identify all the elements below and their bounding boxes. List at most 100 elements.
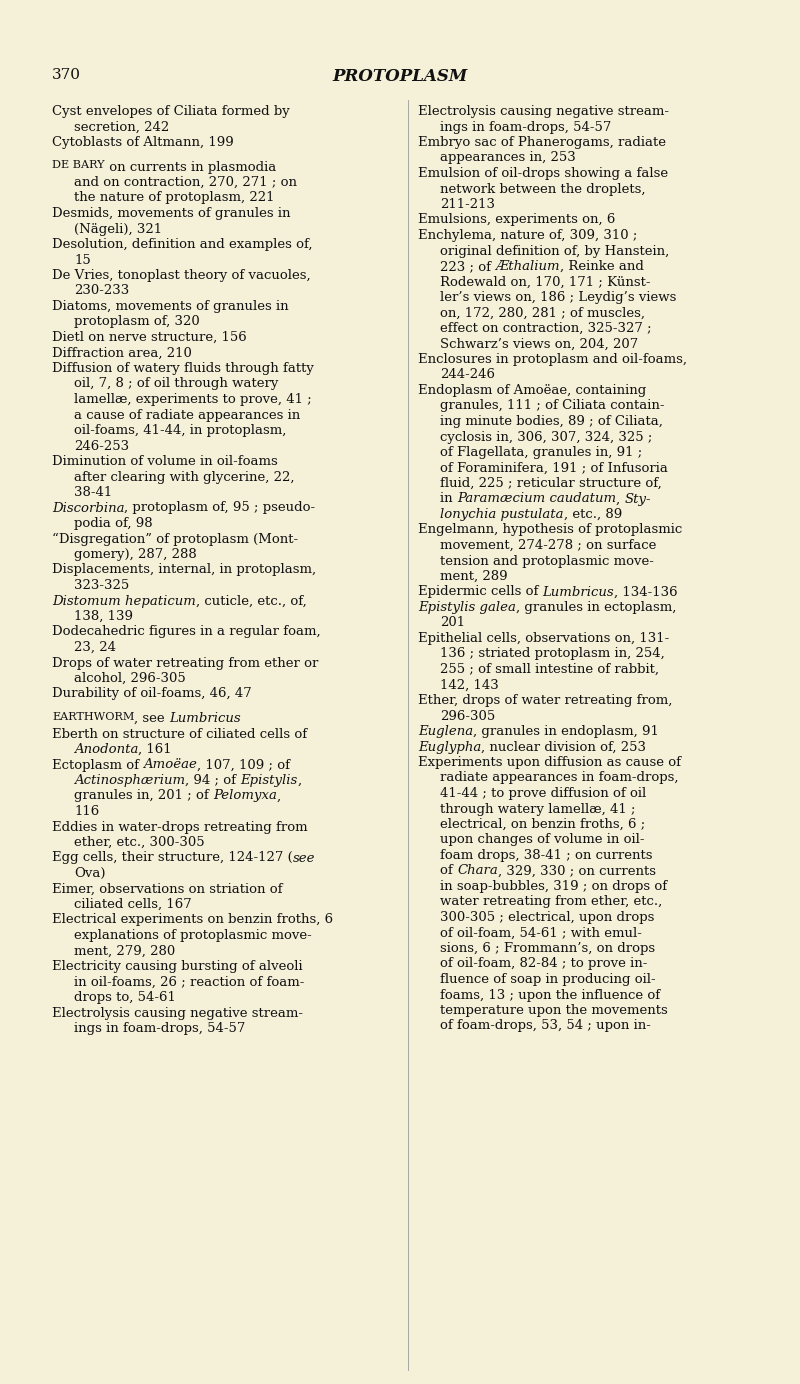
Text: foam drops, 38-41 ; on currents: foam drops, 38-41 ; on currents — [440, 848, 653, 862]
Text: appearances in, 253: appearances in, 253 — [440, 151, 576, 165]
Text: 138, 139: 138, 139 — [74, 610, 133, 623]
Text: ings in foam-drops, 54-57: ings in foam-drops, 54-57 — [440, 120, 611, 133]
Text: Ova): Ova) — [74, 866, 106, 880]
Text: movement, 274-278 ; on surface: movement, 274-278 ; on surface — [440, 538, 656, 552]
Text: in soap-bubbles, 319 ; on drops of: in soap-bubbles, 319 ; on drops of — [440, 880, 667, 893]
Text: “Disgregation” of protoplasm (Mont-: “Disgregation” of protoplasm (Mont- — [52, 533, 298, 545]
Text: De Vries, tonoplast theory of vacuoles,: De Vries, tonoplast theory of vacuoles, — [52, 268, 310, 282]
Text: Dodecahedric figures in a regular foam,: Dodecahedric figures in a regular foam, — [52, 626, 321, 638]
Text: 142, 143: 142, 143 — [440, 678, 498, 692]
Text: electrical, on benzin froths, 6 ;: electrical, on benzin froths, 6 ; — [440, 818, 646, 830]
Text: Epistylis: Epistylis — [240, 774, 298, 787]
Text: Amoëae: Amoëae — [143, 758, 197, 771]
Text: , granules in endoplasm, 91: , granules in endoplasm, 91 — [473, 725, 659, 738]
Text: sions, 6 ; Frommann’s, on drops: sions, 6 ; Frommann’s, on drops — [440, 943, 655, 955]
Text: Eimer, observations on striation of: Eimer, observations on striation of — [52, 883, 282, 895]
Text: , cuticle, etc., of,: , cuticle, etc., of, — [196, 595, 306, 608]
Text: 41-44 ; to prove diffusion of oil: 41-44 ; to prove diffusion of oil — [440, 787, 646, 800]
Text: cyclosis in, 306, 307, 324, 325 ;: cyclosis in, 306, 307, 324, 325 ; — [440, 430, 652, 443]
Text: and on contraction, 270, 271 ; on: and on contraction, 270, 271 ; on — [74, 176, 297, 190]
Text: Electrical experiments on benzin froths, 6: Electrical experiments on benzin froths,… — [52, 913, 333, 926]
Text: , 94 ; of: , 94 ; of — [185, 774, 240, 787]
Text: lonychia pustulata: lonychia pustulata — [440, 508, 563, 520]
Text: Epistylis galea: Epistylis galea — [418, 601, 516, 614]
Text: Distomum hepaticum: Distomum hepaticum — [52, 595, 196, 608]
Text: 15: 15 — [74, 253, 90, 267]
Text: 370: 370 — [52, 68, 81, 82]
Text: Epithelial cells, observations on, 131-: Epithelial cells, observations on, 131- — [418, 632, 670, 645]
Text: , 161: , 161 — [138, 743, 172, 756]
Text: Eberth on structure of ciliated cells of: Eberth on structure of ciliated cells of — [52, 728, 307, 740]
Text: through watery lamellæ, 41 ;: through watery lamellæ, 41 ; — [440, 803, 635, 815]
Text: water retreating from ether, etc.,: water retreating from ether, etc., — [440, 895, 662, 908]
Text: EARTHWORM: EARTHWORM — [52, 711, 134, 722]
Text: Engelmann, hypothesis of protoplasmic: Engelmann, hypothesis of protoplasmic — [418, 523, 682, 537]
Text: ,: , — [298, 774, 302, 787]
Text: of oil-foam, 54-61 ; with emul-: of oil-foam, 54-61 ; with emul- — [440, 926, 642, 940]
Text: of foam-drops, 53, 54 ; upon in-: of foam-drops, 53, 54 ; upon in- — [440, 1020, 651, 1032]
Text: foams, 13 ; upon the influence of: foams, 13 ; upon the influence of — [440, 988, 660, 1002]
Text: temperature upon the movements: temperature upon the movements — [440, 1003, 668, 1017]
Text: Diffraction area, 210: Diffraction area, 210 — [52, 346, 192, 360]
Text: fluid, 225 ; reticular structure of,: fluid, 225 ; reticular structure of, — [440, 477, 662, 490]
Text: ,: , — [616, 493, 624, 505]
Text: 116: 116 — [74, 805, 99, 818]
Text: 38-41: 38-41 — [74, 486, 112, 500]
Text: Chara: Chara — [457, 865, 498, 877]
Text: Desolution, definition and examples of,: Desolution, definition and examples of, — [52, 238, 313, 251]
Text: Eddies in water-drops retreating from: Eddies in water-drops retreating from — [52, 821, 308, 833]
Text: , 329, 330 ; on currents: , 329, 330 ; on currents — [498, 865, 656, 877]
Text: network between the droplets,: network between the droplets, — [440, 183, 646, 195]
Text: Desmids, movements of granules in: Desmids, movements of granules in — [52, 208, 290, 220]
Text: Ether, drops of water retreating from,: Ether, drops of water retreating from, — [418, 693, 672, 707]
Text: , 134-136: , 134-136 — [614, 585, 678, 598]
Text: 201: 201 — [440, 616, 465, 630]
Text: 23, 24: 23, 24 — [74, 641, 116, 655]
Text: protoplasm of, 320: protoplasm of, 320 — [74, 316, 200, 328]
Text: secretion, 242: secretion, 242 — [74, 120, 170, 133]
Text: Electrolysis causing negative stream-: Electrolysis causing negative stream- — [418, 105, 669, 118]
Text: ment, 289: ment, 289 — [440, 570, 508, 583]
Text: Anodonta: Anodonta — [74, 743, 138, 756]
Text: Discorbina: Discorbina — [52, 501, 125, 515]
Text: Diffusion of watery fluids through fatty: Diffusion of watery fluids through fatty — [52, 363, 314, 375]
Text: ciliated cells, 167: ciliated cells, 167 — [74, 898, 192, 911]
Text: (Nägeli), 321: (Nägeli), 321 — [74, 223, 162, 235]
Text: ing minute bodies, 89 ; of Ciliata,: ing minute bodies, 89 ; of Ciliata, — [440, 415, 663, 428]
Text: effect on contraction, 325-327 ;: effect on contraction, 325-327 ; — [440, 322, 652, 335]
Text: oil-foams, 41-44, in protoplasm,: oil-foams, 41-44, in protoplasm, — [74, 424, 286, 437]
Text: ether, etc., 300-305: ether, etc., 300-305 — [74, 836, 205, 848]
Text: radiate appearances in foam-drops,: radiate appearances in foam-drops, — [440, 771, 678, 785]
Text: Emulsion of oil-drops showing a false: Emulsion of oil-drops showing a false — [418, 167, 668, 180]
Text: , protoplasm of, 95 ; pseudo-: , protoplasm of, 95 ; pseudo- — [125, 501, 316, 515]
Text: granules, 111 ; of Ciliata contain-: granules, 111 ; of Ciliata contain- — [440, 400, 665, 412]
Text: Enclosures in protoplasm and oil-foams,: Enclosures in protoplasm and oil-foams, — [418, 353, 687, 365]
Text: a cause of radiate appearances in: a cause of radiate appearances in — [74, 408, 300, 422]
Text: Diminution of volume in oil-foams: Diminution of volume in oil-foams — [52, 455, 278, 468]
Text: Emulsions, experiments on, 6: Emulsions, experiments on, 6 — [418, 213, 615, 227]
Text: Drops of water retreating from ether or: Drops of water retreating from ether or — [52, 656, 318, 670]
Text: Diatoms, movements of granules in: Diatoms, movements of granules in — [52, 300, 289, 313]
Text: ler’s views on, 186 ; Leydig’s views: ler’s views on, 186 ; Leydig’s views — [440, 291, 676, 304]
Text: ment, 279, 280: ment, 279, 280 — [74, 944, 175, 958]
Text: of oil-foam, 82-84 ; to prove in-: of oil-foam, 82-84 ; to prove in- — [440, 958, 647, 970]
Text: Electricity causing bursting of alveoli: Electricity causing bursting of alveoli — [52, 960, 302, 973]
Text: 223 ; of: 223 ; of — [440, 260, 495, 273]
Text: 136 ; striated protoplasm in, 254,: 136 ; striated protoplasm in, 254, — [440, 648, 665, 660]
Text: , see: , see — [134, 711, 170, 725]
Text: oil, 7, 8 ; of oil through watery: oil, 7, 8 ; of oil through watery — [74, 378, 278, 390]
Text: Æthalium: Æthalium — [495, 260, 560, 273]
Text: lamellæ, experiments to prove, 41 ;: lamellæ, experiments to prove, 41 ; — [74, 393, 312, 406]
Text: Epidermic cells of: Epidermic cells of — [418, 585, 542, 598]
Text: after clearing with glycerine, 22,: after clearing with glycerine, 22, — [74, 471, 294, 483]
Text: Electrolysis causing negative stream-: Electrolysis causing negative stream- — [52, 1006, 303, 1020]
Text: Displacements, internal, in protoplasm,: Displacements, internal, in protoplasm, — [52, 563, 316, 577]
Text: granules in, 201 ; of: granules in, 201 ; of — [74, 789, 213, 803]
Text: on currents in plasmodia: on currents in plasmodia — [105, 161, 276, 173]
Text: tension and protoplasmic move-: tension and protoplasmic move- — [440, 555, 654, 567]
Text: Euglena: Euglena — [418, 725, 473, 738]
Text: on, 172, 280, 281 ; of muscles,: on, 172, 280, 281 ; of muscles, — [440, 306, 645, 320]
Text: Schwarz’s views on, 204, 207: Schwarz’s views on, 204, 207 — [440, 338, 638, 350]
Text: 255 ; of small intestine of rabbit,: 255 ; of small intestine of rabbit, — [440, 663, 659, 675]
Text: in: in — [440, 493, 457, 505]
